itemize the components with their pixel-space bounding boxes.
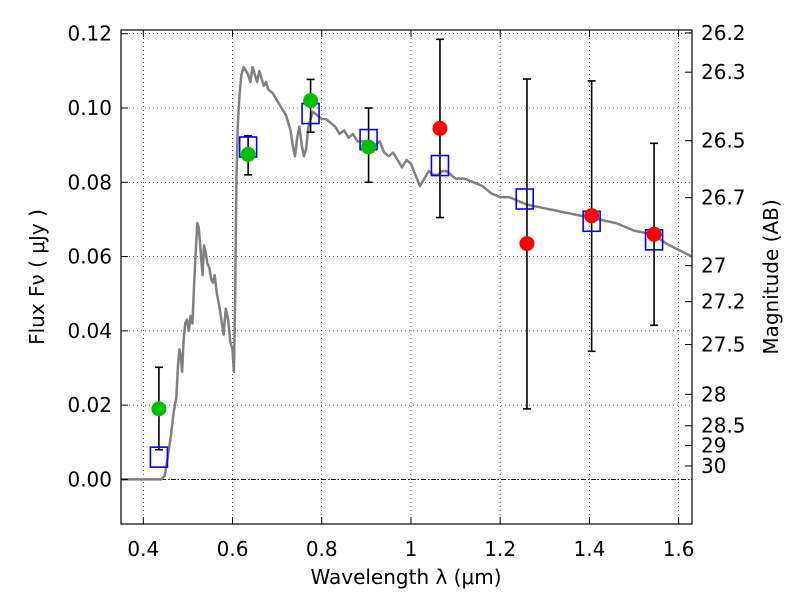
mag-tick-label-10: 30	[701, 454, 726, 478]
y-tick-label-5: 0.10	[67, 96, 112, 120]
x-tick-label-6: 1.6	[663, 537, 695, 561]
mag-tick-label-9: 29	[701, 434, 726, 458]
observed-point-7	[646, 226, 662, 242]
mag-tick-label-7: 28	[701, 382, 726, 406]
x-tick-label-0: 0.4	[127, 537, 159, 561]
mag-tick-label-3: 26.7	[701, 186, 746, 210]
y-tick-label-1: 0.02	[67, 393, 112, 417]
x-axis-ticks: 0.4 0.6 0.8 1 1.2 1.4 1.6	[127, 30, 695, 561]
observed-point-0	[151, 401, 167, 417]
plot-frame	[120, 29, 693, 525]
x-axis-label: Wavelength λ (μm)	[310, 565, 501, 589]
mag-tick-label-4: 27	[701, 254, 726, 278]
y-tick-label-6: 0.12	[67, 22, 112, 46]
mag-tick-label-1: 26.3	[701, 60, 746, 84]
observed-photometry-points	[151, 93, 662, 417]
model-spectrum-line	[121, 65, 693, 481]
mag-tick-label-0: 26.2	[701, 21, 746, 45]
y-tick-label-0: 0.00	[67, 467, 112, 491]
x-tick-label-3: 1	[405, 537, 418, 561]
y-tick-label-2: 0.04	[67, 319, 112, 343]
x-tick-label-2: 0.8	[306, 537, 338, 561]
mag-tick-label-5: 27.2	[701, 290, 746, 314]
observed-point-3	[361, 139, 377, 155]
observed-point-5	[519, 236, 535, 252]
model-point-0	[149, 446, 169, 468]
mag-tick-label-8: 28.5	[701, 414, 746, 438]
y-tick-label-3: 0.06	[67, 245, 112, 269]
observed-point-6	[584, 208, 600, 224]
plot-area	[121, 30, 692, 524]
model-point-5	[515, 188, 535, 210]
observed-point-4	[432, 120, 448, 136]
y-axis-label: Flux Fν ( μJy )	[25, 209, 49, 345]
observed-point-1	[240, 146, 256, 162]
mag-tick-label-6: 27.5	[701, 333, 746, 357]
x-tick-label-4: 1.2	[484, 537, 516, 561]
x-tick-label-1: 0.6	[217, 537, 249, 561]
y-tick-label-4: 0.08	[67, 170, 112, 194]
model-point-4	[430, 154, 450, 177]
x-tick-label-5: 1.4	[573, 537, 605, 561]
observed-point-2	[303, 93, 319, 109]
mag-tick-label-2: 26.5	[701, 129, 746, 153]
y-axis-ticks: 0.00 0.02 0.04 0.06 0.08 0.10 0.12	[67, 22, 128, 491]
magnitude-axis-label: Magnitude (AB)	[759, 199, 783, 354]
